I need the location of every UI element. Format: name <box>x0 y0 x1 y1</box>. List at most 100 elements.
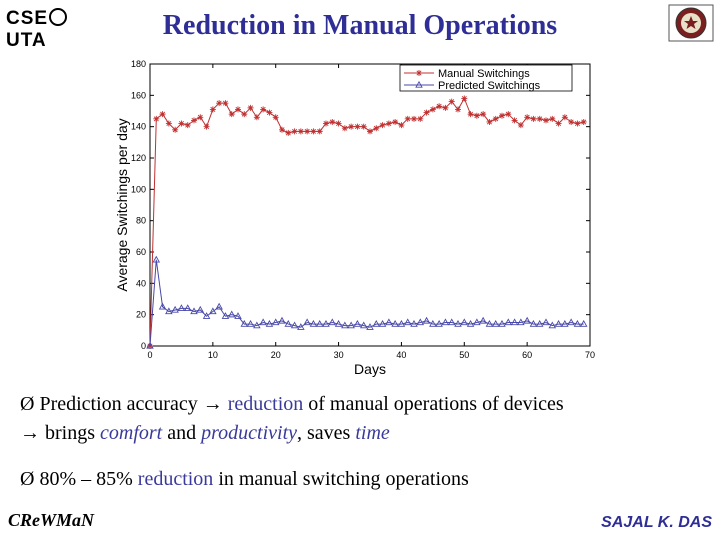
series-1-point <box>378 319 387 327</box>
series-1-point <box>548 321 557 329</box>
series-1-point <box>259 318 267 326</box>
series-1-point <box>215 302 223 310</box>
series-1-point <box>422 316 431 324</box>
university-seal-icon <box>668 4 714 42</box>
series-1-point <box>397 319 406 327</box>
y-tick-label: 40 <box>136 278 146 288</box>
series-0-point <box>304 128 311 135</box>
slide-title: Reduction in Manual Operations <box>162 10 558 41</box>
series-0-point <box>417 115 424 122</box>
y-tick-label: 160 <box>131 90 146 100</box>
series-1-point <box>334 319 343 327</box>
series-1-point <box>498 319 506 327</box>
cse-uta-logo: CSEUTA <box>6 8 106 51</box>
y-tick-label: 120 <box>131 153 146 163</box>
series-0-point <box>536 115 543 122</box>
series-0-point <box>561 114 568 121</box>
series-1-point <box>435 319 443 327</box>
series-0-point <box>423 109 430 116</box>
series-0-line <box>149 97 584 347</box>
bullet-2-text-c: , saves <box>297 422 356 444</box>
series-1-point <box>535 319 544 327</box>
series-0-point <box>398 122 405 129</box>
bullet-3-text-b: in manual switching operations <box>213 468 469 490</box>
series-1-point <box>328 318 337 326</box>
y-tick-label: 140 <box>131 122 146 132</box>
series-0-point <box>486 118 493 125</box>
series-1-point <box>385 318 393 326</box>
series-0-point <box>549 115 556 122</box>
legend-label-1: Predicted Switchings <box>438 80 541 92</box>
series-0-point <box>235 106 241 113</box>
series-0-point <box>228 111 235 118</box>
series-0-point <box>209 106 216 113</box>
series-0-point <box>348 123 355 130</box>
series-0-point <box>172 126 179 133</box>
series-0-point <box>329 118 336 125</box>
series-0-point <box>505 111 512 118</box>
series-1-point <box>561 319 569 327</box>
series-1-point <box>341 321 349 329</box>
series-0-point <box>392 118 399 125</box>
legend-marker-0 <box>416 70 422 76</box>
series-0-point <box>543 117 549 124</box>
series-1-point <box>447 318 456 326</box>
series-0-point <box>191 117 197 124</box>
series-1-point <box>429 319 437 327</box>
series-1 <box>146 255 588 349</box>
chart-series <box>146 95 588 349</box>
series-0-point <box>360 123 367 130</box>
logo-ring-icon <box>49 8 68 26</box>
series-0-point <box>455 106 461 113</box>
series-0-point <box>316 128 323 135</box>
series-0-point <box>285 129 292 136</box>
series-1-point <box>416 318 425 326</box>
y-tick-label: 100 <box>131 184 146 194</box>
series-1-point <box>183 304 192 312</box>
series-0 <box>147 95 587 349</box>
series-0-point <box>354 123 361 130</box>
x-tick-label: 40 <box>396 350 406 360</box>
series-0-point <box>411 115 417 122</box>
legend-label-0: Manual Switchings <box>438 68 530 80</box>
series-0-point <box>373 125 380 132</box>
series-1-point <box>209 307 217 315</box>
series-0-point <box>272 114 279 121</box>
series-1-point <box>315 319 324 327</box>
series-1-point <box>485 319 494 327</box>
switchings-line-chart: 0 20 40 60 80 100 120 140 160 180 0 10 20 30 40 50 60 70 D… <box>114 59 595 377</box>
series-0-point <box>341 125 348 132</box>
series-1-point <box>542 318 550 326</box>
series-1-point <box>165 307 173 315</box>
series-1-point <box>278 316 286 324</box>
plot-frame <box>149 63 591 347</box>
series-1-point <box>366 323 374 330</box>
x-tick-label: 10 <box>208 350 218 360</box>
bullet-1-continuation: → brings comfort and productivity, saves… <box>20 419 710 448</box>
x-axis-label: Days <box>354 361 386 377</box>
series-1-point <box>510 318 519 326</box>
y-tick-label: 180 <box>131 59 146 69</box>
series-1-point <box>265 319 274 327</box>
series-1-point <box>460 318 469 326</box>
series-1-point <box>177 304 186 312</box>
y-axis-label: Average Switchings per day <box>114 118 130 291</box>
bullet-2-text-b: and <box>162 422 202 444</box>
series-0-point <box>203 123 210 130</box>
series-0-point <box>448 98 455 105</box>
legend-marker-1 <box>415 80 423 88</box>
series-0-point <box>159 111 166 118</box>
series-1-point <box>403 318 412 326</box>
chart-axes: 0 20 40 60 80 100 120 140 160 180 0 10 20 30 40 50 60 70 D… <box>114 59 595 377</box>
series-0-point <box>247 104 254 111</box>
bullet-1-highlight: reduction <box>222 393 304 415</box>
series-0-point <box>385 120 392 127</box>
series-1-line <box>149 259 584 347</box>
series-1-point <box>146 341 154 349</box>
series-1-point <box>322 319 330 327</box>
bullet-3-highlight: reduction <box>137 468 214 490</box>
series-0-point <box>499 112 505 119</box>
series-1-point <box>372 319 381 327</box>
series-0-point <box>379 122 386 129</box>
bullet-1-text-a: Prediction accuracy <box>39 393 203 415</box>
